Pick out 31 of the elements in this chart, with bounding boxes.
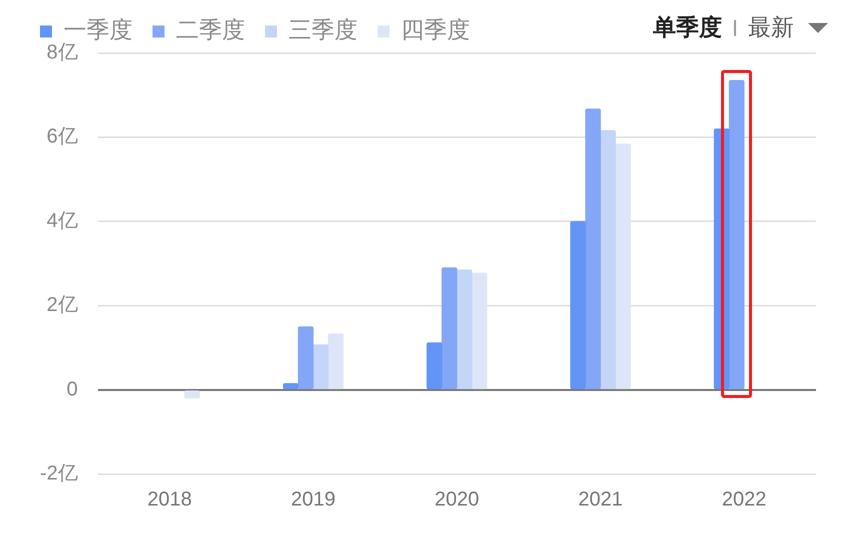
text: 最新 xyxy=(748,14,794,43)
bar xyxy=(456,269,472,390)
x-tick-label: 2022 xyxy=(722,488,766,511)
x-tick-label: 2019 xyxy=(291,488,336,511)
text: 单季度 xyxy=(653,14,722,43)
legend-label: 四季度 xyxy=(401,17,470,44)
bar xyxy=(282,383,299,390)
bar xyxy=(426,342,442,390)
y-tick-label: 4亿 xyxy=(46,210,78,232)
y-tick-label: 2亿 xyxy=(46,294,78,316)
bar xyxy=(570,221,586,390)
y-tick-label: 6亿 xyxy=(46,126,78,148)
bar xyxy=(472,272,488,390)
bar xyxy=(600,130,616,390)
bar xyxy=(442,267,458,390)
x-tick-label: 2018 xyxy=(147,488,192,511)
bar xyxy=(184,390,200,399)
bar xyxy=(312,344,329,390)
y-tick-label: 0 xyxy=(66,378,78,400)
legend-label: 三季度 xyxy=(288,17,358,44)
bar xyxy=(298,326,314,390)
legend-label: 二季度 xyxy=(176,17,245,44)
legend-label: 一季度 xyxy=(64,17,132,44)
bar xyxy=(615,144,631,390)
y-tick-label: -2亿 xyxy=(40,462,78,485)
y-tick-label: 8亿 xyxy=(46,42,78,64)
bar xyxy=(328,333,344,390)
bar xyxy=(585,108,601,390)
bar xyxy=(728,80,745,390)
x-tick-label: 2021 xyxy=(578,488,623,511)
x-tick-label: 2020 xyxy=(434,488,480,511)
